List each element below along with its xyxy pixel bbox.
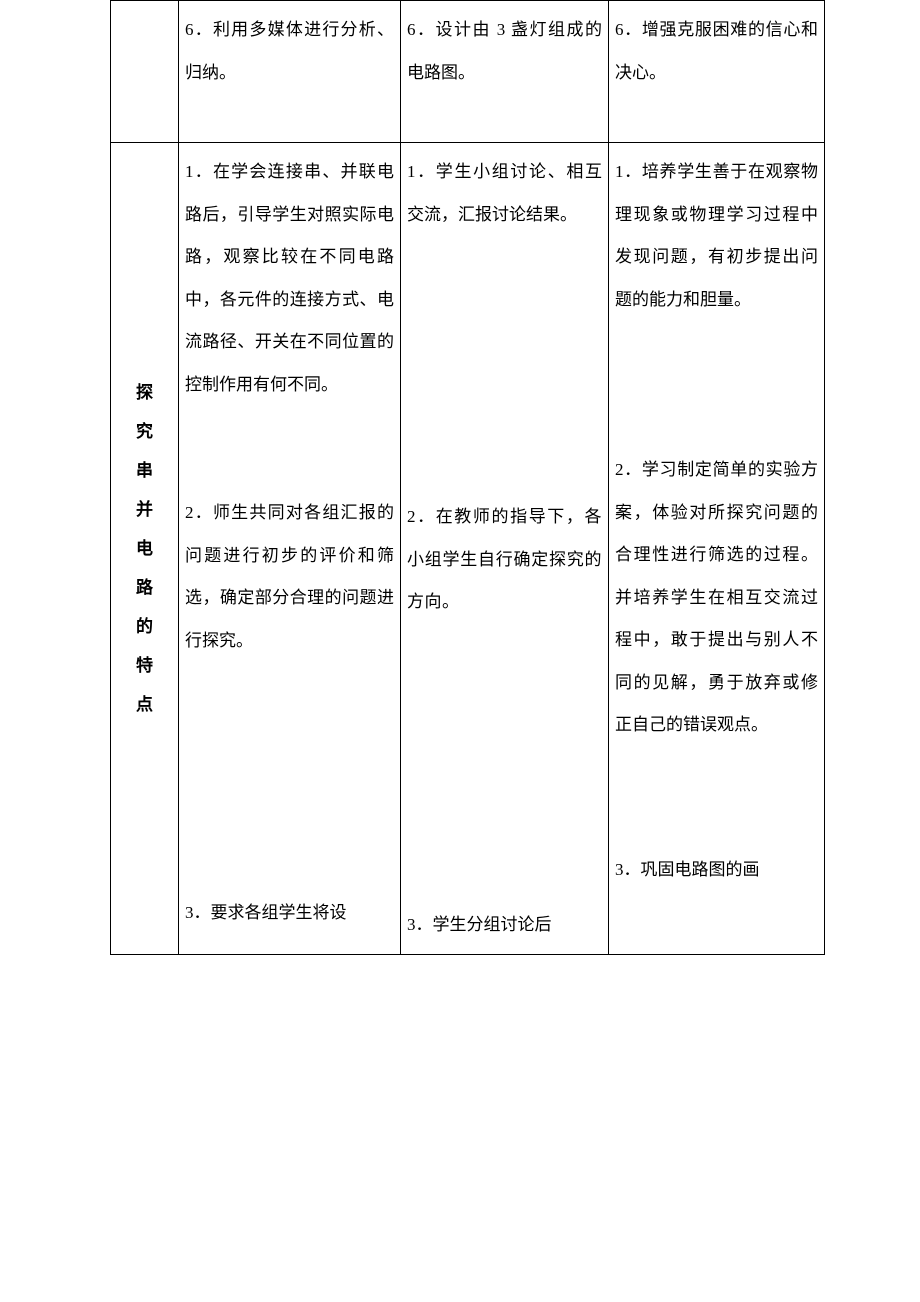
text-block: 1．培养学生善于在观察物理现象或物理学习过程中发现问题，有初步提出问题的能力和胆… — [615, 151, 818, 321]
document-page: 6．利用多媒体进行分析、归纳。 6．设计由 3 盏灯组成的电路图。 6．增强克服… — [0, 0, 920, 955]
spacer — [185, 406, 394, 492]
text-block: 3．学生分组讨论后 — [407, 904, 602, 947]
spacer — [407, 624, 602, 904]
label-char: 究 — [115, 412, 174, 451]
label-char: 特 — [115, 646, 174, 685]
spacer — [185, 662, 394, 892]
row1-col3: 6．设计由 3 盏灯组成的电路图。 — [401, 1, 609, 143]
spacer — [407, 236, 602, 496]
table-row: 探 究 串 并 电 路 的 特 点 1．在学会连接串、并联电路后，引导学生对照实… — [111, 143, 825, 955]
label-char: 电 — [115, 529, 174, 568]
row1-label — [111, 1, 179, 143]
label-char: 的 — [115, 607, 174, 646]
row1-col4: 6．增强克服困难的信心和决心。 — [609, 1, 825, 143]
row1-col2: 6．利用多媒体进行分析、归纳。 — [179, 1, 401, 143]
table-row: 6．利用多媒体进行分析、归纳。 6．设计由 3 盏灯组成的电路图。 6．增强克服… — [111, 1, 825, 143]
label-char: 并 — [115, 490, 174, 529]
spacer — [615, 747, 818, 849]
label-char: 串 — [115, 451, 174, 490]
lesson-table: 6．利用多媒体进行分析、归纳。 6．设计由 3 盏灯组成的电路图。 6．增强克服… — [110, 0, 825, 955]
text-block: 3．巩固电路图的画 — [615, 849, 818, 892]
text-block: 2．师生共同对各组汇报的问题进行初步的评价和筛选，确定部分合理的问题进行探究。 — [185, 492, 394, 662]
label-char: 点 — [115, 685, 174, 724]
text-block: 2．在教师的指导下，各小组学生自行确定探究的方向。 — [407, 496, 602, 624]
label-char: 探 — [115, 373, 174, 412]
row2-col3: 1．学生小组讨论、相互交流，汇报讨论结果。 2．在教师的指导下，各小组学生自行确… — [401, 143, 609, 955]
text-block: 6．设计由 3 盏灯组成的电路图。 — [407, 9, 602, 94]
row2-label: 探 究 串 并 电 路 的 特 点 — [111, 143, 179, 955]
text-block: 2．学习制定简单的实验方案，体验对所探究问题的合理性进行筛选的过程。并培养学生在… — [615, 449, 818, 747]
row2-col2: 1．在学会连接串、并联电路后，引导学生对照实际电路，观察比较在不同电路中，各元件… — [179, 143, 401, 955]
spacer — [185, 94, 394, 134]
text-block: 3．要求各组学生将设 — [185, 892, 394, 935]
row2-col4: 1．培养学生善于在观察物理现象或物理学习过程中发现问题，有初步提出问题的能力和胆… — [609, 143, 825, 955]
text-block: 1．在学会连接串、并联电路后，引导学生对照实际电路，观察比较在不同电路中，各元件… — [185, 151, 394, 406]
text-block: 6．利用多媒体进行分析、归纳。 — [185, 9, 394, 94]
label-char: 路 — [115, 568, 174, 607]
spacer — [615, 321, 818, 449]
text-block: 6．增强克服困难的信心和决心。 — [615, 9, 818, 94]
text-block: 1．学生小组讨论、相互交流，汇报讨论结果。 — [407, 151, 602, 236]
